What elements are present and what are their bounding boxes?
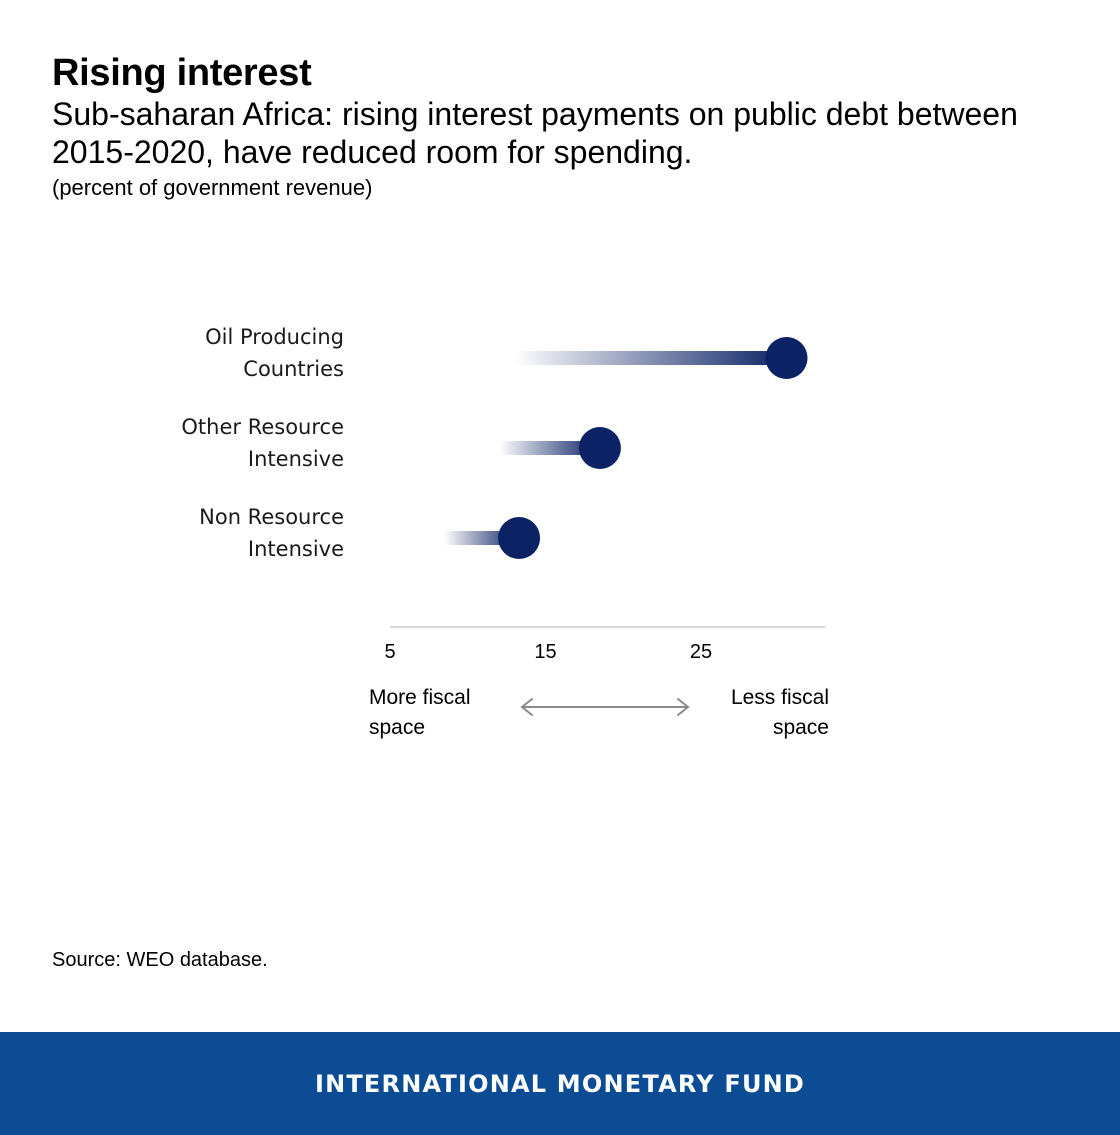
tick-label: 5 xyxy=(384,641,395,663)
end-dot xyxy=(578,427,621,469)
imf-wordmark: INTERNATIONAL MONETARY FUND xyxy=(314,1069,806,1098)
category-label: Intensive xyxy=(248,537,344,561)
series-dots xyxy=(498,337,808,559)
tick-label: 15 xyxy=(534,641,556,663)
end-dot xyxy=(765,337,808,379)
less-fiscal-space-label: Less fiscal xyxy=(731,686,829,709)
end-dot xyxy=(498,517,541,559)
less-fiscal-space-label: space xyxy=(773,716,829,739)
x-axis-ticks: 5 15 25 xyxy=(384,641,712,663)
more-fiscal-space-label: More fiscal xyxy=(369,686,471,709)
category-label: Intensive xyxy=(248,447,344,471)
fiscal-space-annotations: More fiscal space Less fiscal space xyxy=(369,686,829,739)
category-label: Other Resource xyxy=(181,415,344,439)
category-label: Oil Producing xyxy=(205,325,344,349)
tick-label: 25 xyxy=(690,641,712,663)
category-label: Non Resource xyxy=(199,505,344,529)
double-arrow-icon xyxy=(520,698,690,716)
range-bar xyxy=(498,441,600,455)
chart-unit-label: (percent of government revenue) xyxy=(52,175,373,200)
chart-title: Rising interest xyxy=(52,52,312,94)
category-labels: Oil Producing Countries Other Resource Inte… xyxy=(181,325,344,561)
range-bar xyxy=(514,351,787,365)
dumbbell-chart: Oil Producing Countries Other Resource Inte… xyxy=(181,325,829,739)
category-label: Countries xyxy=(243,357,344,381)
chart-subtitle: Sub-saharan Africa: rising interest paym… xyxy=(52,96,1018,170)
more-fiscal-space-label: space xyxy=(369,716,425,739)
source-note: Source: WEO database. xyxy=(52,949,268,971)
footer-banner: INTERNATIONAL MONETARY FUND xyxy=(0,1032,1120,1135)
